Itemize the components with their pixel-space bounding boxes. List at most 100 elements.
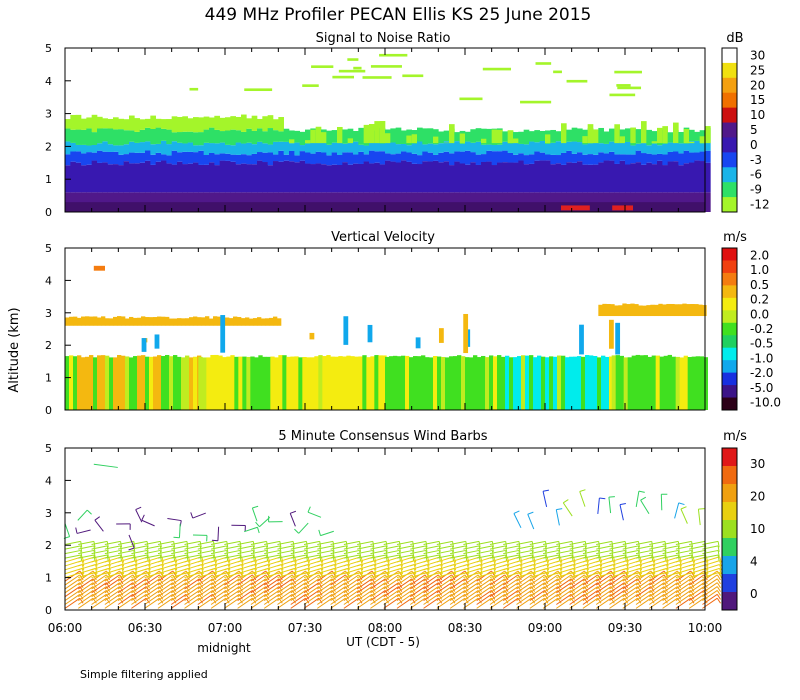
- snr-cell: [529, 154, 535, 164]
- wind-barb: [290, 586, 306, 598]
- snr-cell: [315, 126, 322, 144]
- snr-cell: [651, 141, 658, 144]
- wind-barb-feather: [187, 568, 191, 575]
- velocity-cell: [630, 303, 635, 317]
- snr-cell: [683, 150, 690, 164]
- snr-cell: [507, 143, 514, 153]
- velocity-cell: [277, 318, 282, 326]
- wind-barb: [649, 540, 666, 546]
- wind-barb: [356, 570, 373, 582]
- wind-barb-feather: [267, 560, 271, 567]
- wind-barb: [356, 578, 373, 590]
- snr-cell: [358, 127, 364, 145]
- snr-cell: [326, 165, 332, 193]
- wind-barb: [476, 554, 493, 559]
- snr-cell: [481, 161, 487, 193]
- snr-cell: [513, 142, 519, 155]
- velocity-cell: [659, 356, 664, 410]
- wind-barb: [688, 578, 705, 590]
- wind-barb: [64, 586, 81, 598]
- snr-cell: [497, 129, 503, 144]
- wind-barb: [135, 509, 143, 523]
- wind-barb: [489, 570, 506, 582]
- velocity-cell: [101, 355, 106, 410]
- wind-barb: [662, 545, 679, 550]
- wind-barb: [635, 593, 652, 605]
- velocity-cell: [266, 356, 271, 410]
- wind-barb: [131, 545, 148, 550]
- wind-barb: [680, 508, 688, 524]
- wind-barb: [171, 554, 188, 559]
- velocity-cell: [602, 303, 607, 317]
- wind-barb: [582, 578, 599, 590]
- velocity-spike: [154, 334, 160, 349]
- wind-barb: [662, 570, 678, 582]
- snr-cell: [171, 150, 178, 165]
- snr-cell: [182, 131, 188, 144]
- wind-barb-feather: [187, 564, 191, 571]
- colorbar-cell: [722, 182, 737, 198]
- velocity-cell: [165, 316, 170, 326]
- velocity-cell: [109, 318, 114, 326]
- snr-cell: [689, 162, 695, 193]
- snr-cell: [283, 128, 290, 142]
- wind-barb-feather: [716, 597, 721, 604]
- colorbar-cell: [722, 322, 737, 336]
- velocity-cell: [465, 357, 470, 410]
- velocity-cell: [185, 355, 190, 410]
- wind-barb: [237, 545, 254, 550]
- snr-cell: [667, 142, 674, 152]
- wind-barb: [635, 590, 652, 602]
- wind-barb-feather: [640, 496, 647, 501]
- wind-barb-feather: [663, 574, 668, 581]
- wind-barb: [688, 597, 705, 609]
- wind-barb-feather: [652, 560, 656, 567]
- snr-cell: [491, 165, 498, 193]
- wind-barb-feather: [267, 564, 271, 571]
- wind-barb-feather: [716, 574, 721, 581]
- snr-cell: [134, 142, 140, 153]
- wind-barb: [649, 582, 665, 594]
- wind-barb: [317, 593, 333, 605]
- snr-cell: [491, 144, 498, 152]
- wind-barb: [78, 554, 95, 559]
- wind-barb: [251, 507, 258, 522]
- wind-barb-feather: [533, 564, 536, 571]
- snr-cell: [198, 150, 204, 165]
- wind-barb: [569, 582, 585, 594]
- velocity-cell: [642, 305, 647, 317]
- wind-barb: [117, 570, 134, 582]
- y-tick-label: 0: [45, 404, 52, 417]
- snr-upper-echo: [614, 70, 642, 74]
- wind-barb: [449, 586, 466, 598]
- snr-cell: [571, 153, 578, 163]
- velocity-cell: [141, 316, 146, 326]
- wind-barb: [370, 590, 386, 602]
- snr-cell: [427, 143, 434, 153]
- wind-barb-feather: [692, 568, 696, 575]
- velocity-cell: [229, 318, 234, 326]
- wind-barb: [94, 519, 104, 532]
- wind-barb: [489, 593, 506, 605]
- velocity-cell: [573, 356, 578, 410]
- velocity-cell: [397, 356, 402, 410]
- wind-barb: [77, 586, 94, 598]
- wind-barb: [210, 593, 227, 605]
- wind-barb: [263, 570, 280, 582]
- wind-barb: [184, 590, 200, 602]
- wind-barb: [396, 586, 413, 598]
- wind-barb-feather: [513, 510, 520, 514]
- wind-barb-feather: [705, 568, 709, 575]
- snr-cell: [705, 126, 711, 144]
- wind-barb: [622, 554, 639, 559]
- snr-cell: [246, 142, 252, 156]
- wind-barb-feather: [105, 574, 111, 581]
- velocity-cell: [505, 355, 510, 410]
- wind-barb: [64, 597, 81, 609]
- snr-cell: [529, 131, 535, 142]
- wind-barb: [370, 540, 387, 546]
- wind-barb: [104, 549, 121, 555]
- wind-barb: [184, 545, 201, 550]
- wind-barb-feather: [334, 564, 337, 571]
- velocity-cell: [169, 356, 174, 410]
